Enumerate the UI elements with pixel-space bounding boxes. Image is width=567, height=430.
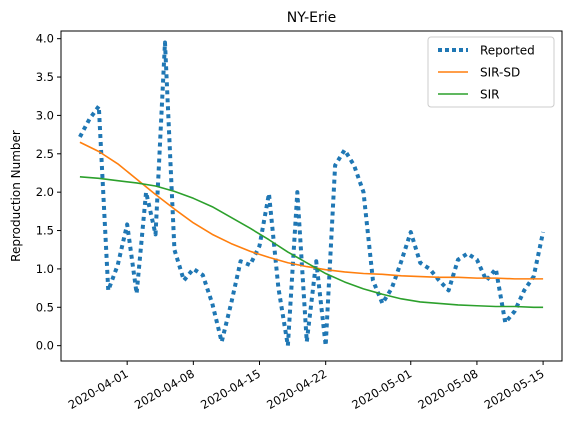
x-tick-label: 2020-05-01 — [349, 366, 414, 412]
y-tick-label: 2.0 — [36, 185, 54, 199]
series-line-sir-sd — [79, 141, 544, 280]
legend-label: Reported — [480, 44, 535, 58]
x-tick-label: 2020-04-15 — [198, 366, 263, 412]
y-tick-label: 0.0 — [36, 339, 54, 353]
y-tick-label: 0.5 — [36, 300, 54, 314]
series-line-sir — [79, 176, 544, 309]
x-axis: 2020-04-01 2020-04-08 2020-04-15 2020-04-22… — [66, 361, 547, 412]
legend-box — [427, 36, 555, 108]
y-tick-label: 1.0 — [36, 262, 54, 276]
y-tick-label: 3.0 — [36, 108, 54, 122]
series-line-reported — [78, 40, 546, 348]
x-tick-label: 2020-04-08 — [132, 366, 197, 412]
y-axis-label: Reproduction Number — [9, 130, 23, 262]
plot-frame — [60, 30, 563, 362]
legend-label: SIR-SD — [480, 66, 520, 80]
x-tick-label: 2020-04-22 — [264, 366, 329, 412]
y-tick-label: 4.0 — [36, 32, 54, 46]
y-axis: 0.0 0.5 1.0 1.5 2.0 2.5 3.0 3.5 4.0 — [36, 32, 61, 353]
chart-title: NY-Erie — [287, 10, 337, 26]
y-tick-label: 3.5 — [36, 70, 54, 84]
x-tick-label: 2020-04-01 — [66, 366, 131, 412]
series-layer — [78, 40, 546, 348]
x-tick-label: 2020-05-15 — [482, 366, 547, 412]
legend: Reported SIR-SD SIR — [427, 36, 555, 108]
y-tick-label: 2.5 — [36, 147, 54, 161]
y-tick-label: 1.5 — [36, 224, 54, 238]
legend-label: SIR — [480, 88, 500, 102]
x-tick-label: 2020-05-08 — [416, 366, 481, 412]
